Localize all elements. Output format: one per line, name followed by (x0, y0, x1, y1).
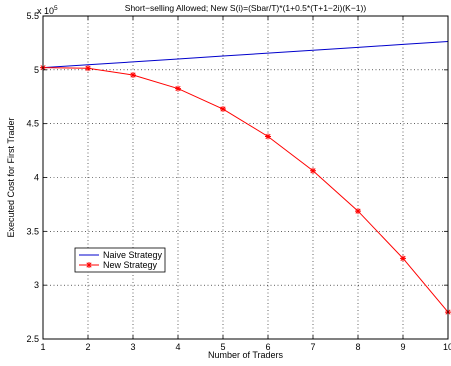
x-tick-label: 4 (175, 342, 180, 352)
plot-frame (42, 15, 449, 340)
y-tick-label: 5.5 (26, 11, 39, 21)
y-tick-label: 2.5 (26, 334, 39, 344)
y-tick-label: 5 (34, 65, 39, 75)
ticks: 1 2 3 4 5 6 7 8 9 10 2.5 3 3.5 4 4.5 5 5.5 (26, 11, 451, 352)
x-tick-label: 7 (310, 342, 315, 352)
x-tick-label: 8 (355, 342, 360, 352)
grid (43, 16, 448, 339)
series-marker-star (265, 133, 271, 140)
legend-label: New Strategy (103, 260, 158, 270)
series-marker-star (175, 85, 181, 92)
series-marker-star (220, 106, 226, 113)
series-marker-star (85, 65, 91, 72)
legend-entry: New Strategy (79, 260, 158, 270)
series-group (42, 41, 449, 69)
y-tick-label: 4 (34, 173, 39, 183)
x-axis-label: Number of Traders (208, 350, 284, 360)
x-tick-label: 5 (220, 342, 225, 352)
y-multiplier-base: x 10 (37, 6, 54, 16)
x-tick-label: 10 (443, 342, 451, 352)
series-group (40, 64, 451, 316)
series-marker-star (355, 208, 361, 215)
series-marker-star (130, 72, 136, 79)
series-marker-star (310, 167, 316, 174)
series-layer (40, 41, 451, 316)
legend-label: Naive Strategy (103, 250, 163, 260)
x-tick-label: 3 (130, 342, 135, 352)
y-tick-label: 3.5 (26, 226, 39, 236)
legend-entry: Naive Strategy (79, 250, 163, 260)
y-tick-label: 4.5 (26, 119, 39, 129)
y-axis-label: Executed Cost for First Trader (6, 117, 16, 237)
x-tick-label: 9 (400, 342, 405, 352)
series-marker-star (86, 262, 92, 268)
x-tick-label: 2 (85, 342, 90, 352)
series-line (42, 67, 449, 313)
series-line (42, 41, 449, 69)
y-multiplier-exponent: 5 (54, 5, 58, 12)
x-tick-label: 1 (40, 342, 45, 352)
y-tick-label: 3 (34, 280, 39, 290)
x-tick-label: 6 (265, 342, 270, 352)
y-axis-multiplier: x 105 (37, 5, 58, 16)
legend-box (74, 247, 166, 273)
chart-title: Short−selling Allowed; New S(i)=(Sbar/T)… (125, 3, 367, 13)
series-marker-star (400, 255, 406, 262)
